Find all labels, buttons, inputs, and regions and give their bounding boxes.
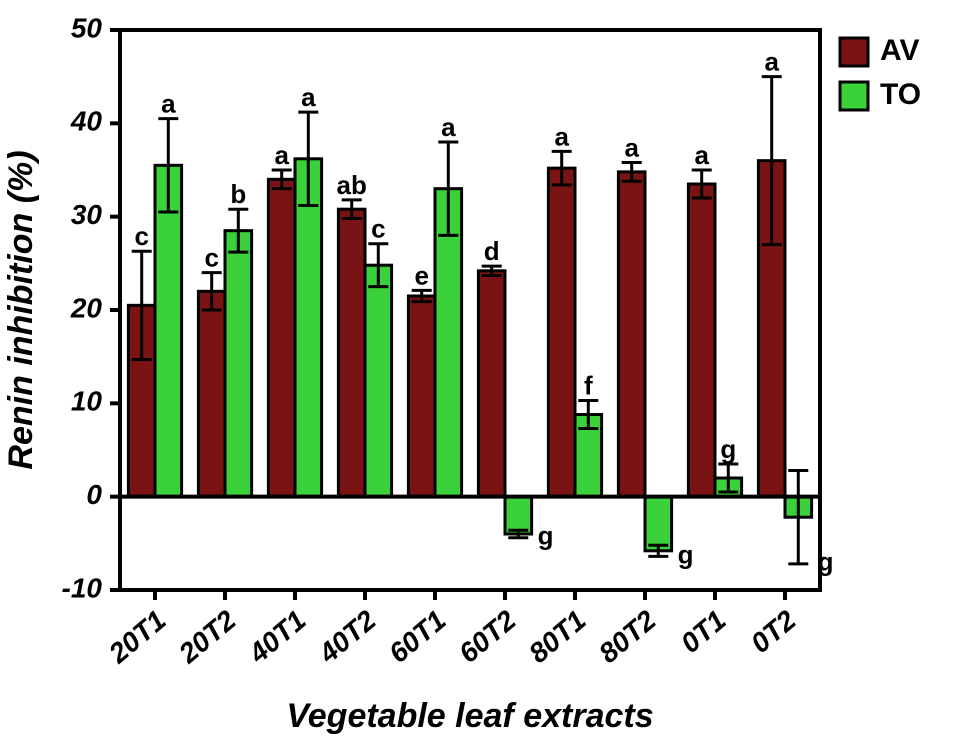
bar-TO-40T1 (295, 159, 322, 497)
bar-TO-20T1 (155, 165, 182, 496)
legend-label-AV: AV (880, 34, 919, 67)
ytick-label-20: 20 (70, 292, 103, 323)
sig-TO-80T1: f (584, 371, 593, 401)
sig-AV-20T2: c (204, 243, 218, 273)
ytick-label-30: 30 (71, 199, 103, 230)
chart-container: cacbaaabceadgafagagag-100102030405020T12… (0, 0, 957, 745)
ytick-label-10: 10 (71, 386, 103, 417)
bar-TO-40T2 (365, 265, 392, 496)
y-axis-title: Renin inhibition (%) (2, 150, 40, 469)
ytick-label-50: 50 (71, 12, 103, 43)
sig-TO-20T1: a (161, 89, 176, 119)
bar-AV-0T1 (688, 184, 715, 497)
bar-AV-80T1 (548, 168, 575, 497)
sig-AV-80T1: a (554, 121, 569, 151)
ytick-label-0: 0 (86, 479, 102, 510)
sig-AV-0T1: a (694, 140, 709, 170)
bar-AV-60T2 (478, 271, 505, 497)
bar-TO-20T2 (225, 231, 252, 497)
x-axis-title: Vegetable leaf extracts (286, 697, 653, 735)
sig-AV-60T2: d (484, 236, 500, 266)
bar-AV-20T2 (198, 291, 225, 496)
ytick-label-40: 40 (70, 106, 103, 137)
sig-TO-20T2: b (230, 179, 246, 209)
renin-bar-chart: cacbaaabceadgafagagag-100102030405020T12… (0, 0, 957, 745)
ytick-label--10: -10 (62, 572, 103, 603)
bar-AV-80T2 (618, 172, 645, 497)
bar-TO-80T2 (645, 497, 672, 551)
sig-TO-80T2: g (678, 539, 694, 569)
bar-AV-40T2 (338, 209, 365, 496)
sig-AV-40T1: a (274, 140, 289, 170)
bar-TO-60T2 (505, 497, 532, 534)
sig-AV-60T1: e (414, 260, 428, 290)
sig-TO-60T2: g (538, 521, 554, 551)
sig-TO-60T1: a (441, 112, 456, 142)
sig-AV-0T2: a (764, 47, 779, 77)
bar-AV-60T1 (408, 296, 435, 497)
sig-TO-40T2: c (371, 214, 385, 244)
legend-label-TO: TO (880, 78, 921, 111)
bar-AV-40T1 (268, 179, 295, 496)
sig-AV-20T1: c (134, 221, 148, 251)
sig-TO-0T1: g (720, 434, 736, 464)
legend-swatch-TO (840, 82, 868, 110)
sig-AV-40T2: ab (337, 170, 367, 200)
sig-TO-40T1: a (301, 82, 316, 112)
sig-AV-80T2: a (624, 133, 639, 163)
legend-swatch-AV (840, 38, 868, 66)
